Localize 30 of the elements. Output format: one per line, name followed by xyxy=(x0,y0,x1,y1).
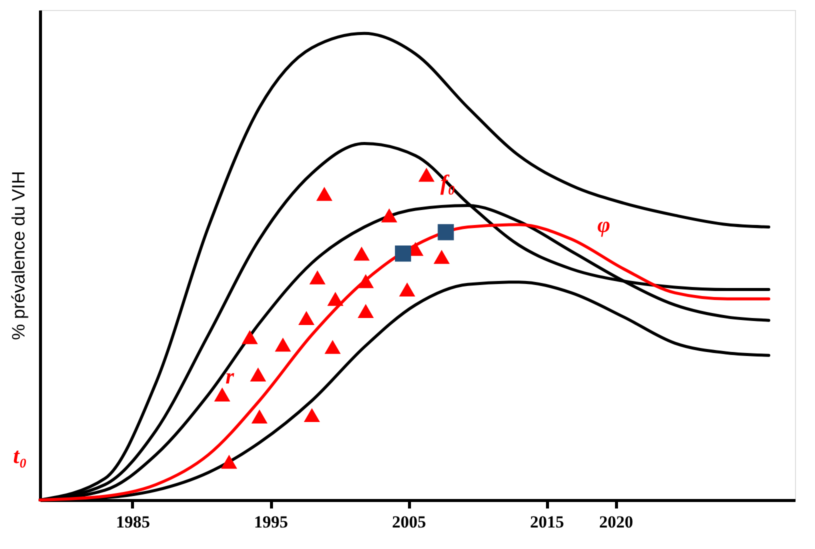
x-tick-label: 2005 xyxy=(392,512,426,532)
point xyxy=(251,409,268,424)
annotation: r xyxy=(226,364,235,389)
point xyxy=(438,224,454,240)
x-tick-label: 2020 xyxy=(599,512,634,532)
point xyxy=(304,408,320,422)
x-tick-label: 1995 xyxy=(254,512,288,532)
point xyxy=(274,338,291,352)
annotation: φ xyxy=(597,212,610,237)
annotation: t₀ xyxy=(13,443,27,468)
point xyxy=(221,454,238,469)
point xyxy=(434,250,450,264)
point xyxy=(309,270,326,284)
point xyxy=(358,304,374,318)
point xyxy=(381,208,398,222)
point xyxy=(242,330,258,344)
point xyxy=(298,311,314,325)
point xyxy=(394,246,412,262)
point xyxy=(324,340,341,354)
point xyxy=(399,282,416,297)
y-axis-title: % prévalence du VIH xyxy=(8,170,28,340)
x-tick-label: 2015 xyxy=(530,512,564,532)
point xyxy=(250,367,266,382)
point xyxy=(327,292,344,306)
point xyxy=(316,186,332,201)
point xyxy=(418,168,435,182)
point xyxy=(214,388,230,402)
point xyxy=(358,274,374,288)
x-tick-label: 1985 xyxy=(116,512,150,532)
point xyxy=(354,246,370,261)
